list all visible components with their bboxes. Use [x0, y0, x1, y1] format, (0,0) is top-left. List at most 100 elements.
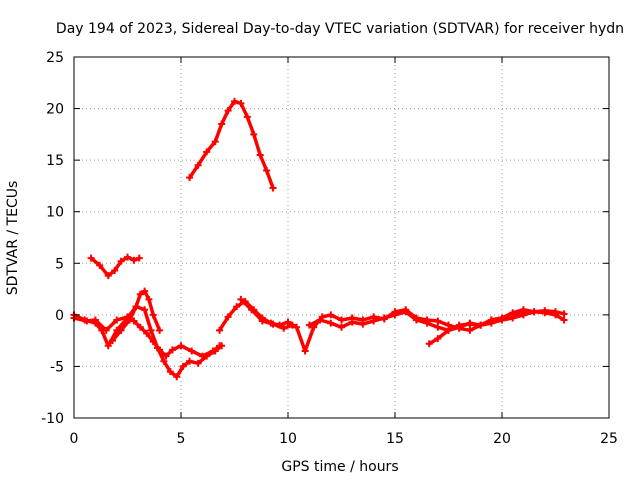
- data-point: [305, 321, 313, 329]
- data-point: [194, 359, 202, 367]
- series-satellite-arc-5: [186, 97, 277, 192]
- data-point: [136, 290, 144, 298]
- data-point: [301, 347, 309, 355]
- data-point: [113, 316, 121, 324]
- y-tick-label: -10: [41, 411, 64, 427]
- series-satellite-arc-10: [412, 307, 568, 334]
- data-point: [132, 303, 140, 311]
- x-tick-label: 5: [177, 431, 186, 447]
- data-point: [130, 256, 138, 264]
- data-point: [425, 340, 433, 348]
- data-point: [162, 352, 170, 360]
- data-point: [477, 321, 485, 329]
- data-point: [509, 314, 517, 322]
- x-tick-label: 25: [600, 431, 618, 447]
- data-point: [338, 323, 345, 331]
- data-point: [552, 308, 559, 316]
- data-point: [135, 254, 143, 262]
- y-tick-label: 25: [46, 50, 64, 66]
- y-tick-label: 10: [46, 205, 64, 221]
- data-point: [269, 184, 277, 192]
- data-point: [156, 346, 164, 354]
- data-point: [156, 326, 164, 334]
- series-satellite-arc-1: [70, 303, 226, 381]
- data-point: [224, 107, 232, 115]
- data-point: [83, 317, 91, 325]
- data-point: [498, 316, 506, 324]
- data-point: [327, 319, 335, 327]
- data-point: [218, 120, 226, 128]
- data-point: [248, 306, 256, 314]
- data-point: [237, 295, 245, 303]
- series-satellite-arc-3: [109, 287, 164, 345]
- data-point: [111, 267, 119, 275]
- data-point: [141, 306, 149, 314]
- y-axis-label: SDTVAR / TECUs: [5, 181, 21, 296]
- data-point: [233, 303, 241, 311]
- data-point: [466, 326, 474, 334]
- x-axis-label: GPS time / hours: [281, 459, 398, 475]
- data-point: [434, 317, 442, 325]
- y-tick-label: 5: [55, 256, 64, 272]
- data-point: [231, 97, 238, 105]
- data-point: [380, 314, 388, 322]
- data-point: [130, 317, 138, 325]
- data-point: [124, 253, 131, 261]
- series-layer: [70, 97, 568, 381]
- data-point: [316, 316, 324, 324]
- data-point: [541, 307, 549, 315]
- data-point: [149, 338, 157, 346]
- data-point: [560, 316, 568, 324]
- data-point: [237, 99, 245, 107]
- data-point: [149, 311, 157, 319]
- data-point: [370, 317, 378, 325]
- data-point: [117, 257, 125, 265]
- data-point: [198, 352, 206, 360]
- data-point: [211, 138, 219, 146]
- data-point: [179, 362, 187, 370]
- data-point: [445, 321, 452, 329]
- series-line: [187, 99, 275, 190]
- x-tick-label: 10: [279, 431, 297, 447]
- chart-title: Day 194 of 2023, Sidereal Day-to-day VTE…: [56, 21, 624, 37]
- y-tick-label: 15: [46, 153, 64, 169]
- data-point: [117, 326, 125, 334]
- data-point: [104, 272, 112, 280]
- plot-frame: [73, 56, 610, 419]
- ticks: 0 5 10 15 20 25 -10 -5 0 5 10 15 20 25: [41, 50, 618, 447]
- x-tick-label: 15: [386, 431, 404, 447]
- series-satellite-arc-2: [70, 313, 224, 360]
- series-satellite-arc-4: [87, 253, 143, 280]
- data-point: [224, 313, 232, 321]
- data-point: [519, 311, 527, 319]
- data-point: [402, 308, 410, 316]
- data-point: [194, 161, 202, 169]
- data-point: [269, 320, 277, 328]
- data-point: [487, 319, 495, 327]
- data-point: [188, 347, 196, 355]
- data-point: [177, 342, 185, 350]
- data-point: [284, 318, 292, 326]
- data-point: [434, 335, 442, 343]
- data-point: [126, 316, 134, 324]
- data-point: [391, 311, 399, 319]
- data-point: [434, 323, 442, 331]
- data-point: [186, 174, 194, 182]
- data-point: [147, 326, 155, 334]
- data-point: [455, 324, 463, 332]
- data-point: [327, 311, 335, 319]
- grid: [74, 57, 609, 418]
- data-point: [109, 337, 117, 345]
- data-point: [173, 373, 181, 381]
- data-point: [96, 261, 104, 269]
- data-point: [216, 326, 224, 334]
- data-point: [250, 130, 258, 138]
- data-point: [168, 346, 176, 354]
- x-tick-label: 0: [70, 431, 79, 447]
- data-point: [145, 295, 153, 303]
- data-point: [412, 314, 420, 322]
- data-point: [280, 324, 288, 332]
- data-point: [293, 323, 301, 331]
- data-point: [160, 357, 168, 365]
